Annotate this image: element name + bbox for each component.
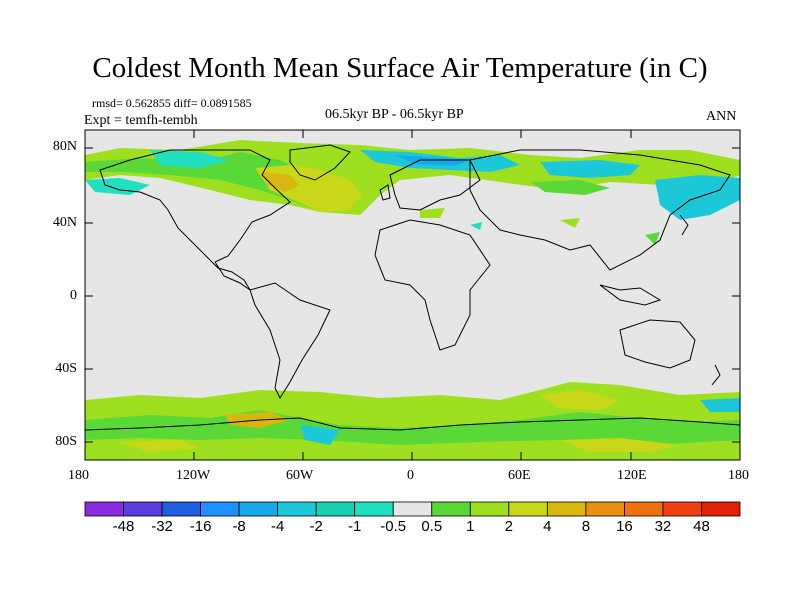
anomaly-greenland-orange bbox=[262, 172, 300, 192]
colorbar-label: -8 bbox=[232, 518, 246, 535]
anomaly-patch bbox=[420, 208, 445, 218]
colorbar-label: -2 bbox=[309, 518, 323, 535]
colorbar-label: -32 bbox=[151, 518, 173, 535]
anomaly-fields bbox=[85, 140, 740, 460]
anomaly-south-cyan bbox=[700, 398, 740, 412]
lat-label-0: 0 bbox=[70, 288, 77, 303]
colorbar-swatch bbox=[469, 501, 510, 517]
colorbar-swatch bbox=[200, 501, 240, 517]
colorbar-swatch bbox=[123, 501, 163, 517]
colorbar-swatch bbox=[238, 501, 279, 517]
coast-greenland bbox=[289, 144, 351, 181]
coast-new-zealand bbox=[711, 364, 721, 386]
lat-label-40n: 40N bbox=[52, 215, 77, 230]
colorbar-label: -48 bbox=[112, 518, 135, 535]
coast-antarctica bbox=[84, 417, 741, 431]
colorbar-swatch bbox=[315, 501, 356, 517]
experiment-label: Expt = temfh-tembh bbox=[84, 113, 198, 128]
anomaly-asia-green bbox=[530, 180, 610, 195]
colorbar-swatch bbox=[508, 501, 548, 517]
colorbar-swatch bbox=[277, 501, 317, 517]
anomaly-alaska-teal bbox=[85, 178, 150, 195]
anomaly-canada-teal bbox=[150, 150, 230, 168]
colorbar-swatch bbox=[161, 501, 201, 517]
colorbar-label: -1 bbox=[348, 518, 362, 535]
lon-ticks bbox=[193, 130, 632, 460]
season-label: ANN bbox=[706, 109, 737, 124]
colorbar-label: 16 bbox=[616, 518, 633, 535]
colorbar-swatch bbox=[585, 501, 625, 517]
coast-japan bbox=[679, 214, 689, 236]
colorbar-label: -0.5 bbox=[380, 518, 407, 535]
colorbar-swatch bbox=[84, 501, 124, 517]
lat-label-40s: 40S bbox=[55, 361, 77, 376]
anomaly-patch bbox=[645, 232, 660, 245]
anomaly-patch bbox=[470, 222, 482, 230]
coast-asia bbox=[469, 149, 731, 271]
anomaly-siberia-cyan bbox=[540, 160, 640, 178]
lon-label-180w: 180 bbox=[68, 468, 89, 483]
lon-label-120w: 120W bbox=[176, 468, 211, 483]
anomaly-antarctic-yellow bbox=[560, 438, 680, 452]
colorbar-label: 1 bbox=[466, 518, 475, 535]
anomaly-patch bbox=[560, 218, 580, 228]
map-title: Coldest Month Mean Surface Air Temperatu… bbox=[92, 52, 708, 84]
lon-label-60e: 60E bbox=[508, 468, 531, 483]
lat-ticks bbox=[85, 147, 740, 443]
lat-label-80s: 80S bbox=[55, 434, 77, 449]
coast-australia bbox=[619, 319, 696, 369]
colorbar-swatch bbox=[624, 501, 664, 517]
colorbar-swatch bbox=[546, 501, 587, 517]
colorbar-label: 48 bbox=[693, 518, 710, 535]
colorbar-swatch bbox=[701, 501, 741, 517]
colorbar-label: 8 bbox=[581, 518, 591, 535]
colorbar-swatch bbox=[431, 501, 471, 517]
anomaly-south-cyan bbox=[300, 425, 340, 445]
lon-label-120e: 120E bbox=[617, 468, 647, 483]
colorbar-swatch bbox=[354, 501, 394, 517]
colorbar bbox=[84, 501, 741, 517]
coast-uk bbox=[379, 184, 391, 201]
coast-europe bbox=[389, 159, 481, 211]
colorbar-label: -4 bbox=[270, 518, 285, 535]
colorbar-label: 2 bbox=[504, 518, 513, 535]
anomaly-antarctic-yellow bbox=[120, 440, 200, 452]
colorbar-label: -16 bbox=[189, 518, 212, 535]
stats-label: rmsd= 0.562855 diff= 0.0891585 bbox=[92, 96, 252, 110]
lon-label-60w: 60W bbox=[286, 468, 314, 483]
coast-north-america bbox=[99, 149, 291, 291]
lat-label-80n: 80N bbox=[52, 139, 77, 154]
colorbar-swatch bbox=[662, 501, 702, 517]
period-label: 06.5kyr BP - 06.5kyr BP bbox=[325, 107, 464, 122]
colorbar-label: 0.5 bbox=[421, 518, 443, 535]
anomaly-south-yellow bbox=[540, 390, 620, 410]
colorbar-label: 32 bbox=[654, 518, 672, 535]
coast-africa bbox=[374, 219, 491, 351]
lon-label-180e: 180 bbox=[728, 468, 749, 483]
lon-label-0: 0 bbox=[407, 468, 414, 483]
colorbar-label: 4 bbox=[543, 518, 552, 535]
coast-south-america bbox=[249, 282, 331, 400]
coastlines bbox=[84, 144, 741, 431]
coast-indonesia bbox=[599, 284, 662, 306]
colorbar-swatch bbox=[392, 501, 433, 517]
